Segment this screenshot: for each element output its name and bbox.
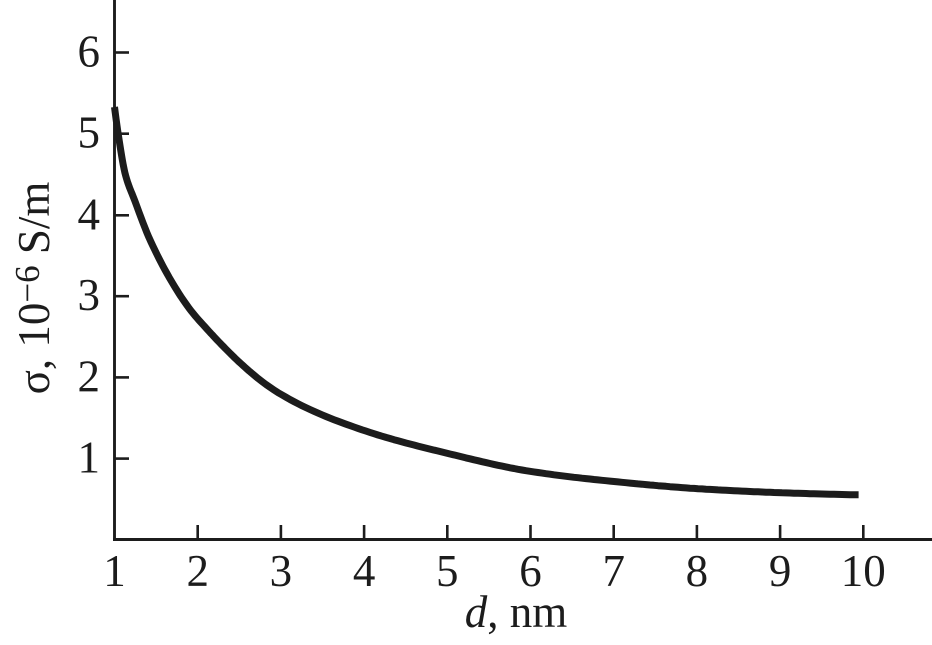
svg-text:1: 1 xyxy=(103,546,126,596)
svg-text:2: 2 xyxy=(186,546,209,596)
svg-text:6: 6 xyxy=(78,27,101,77)
svg-text:6: 6 xyxy=(519,546,542,596)
svg-text:4: 4 xyxy=(353,546,376,596)
svg-text:1: 1 xyxy=(78,433,101,483)
svg-text:5: 5 xyxy=(436,546,459,596)
svg-text:10: 10 xyxy=(841,546,886,596)
svg-text:8: 8 xyxy=(686,546,709,596)
svg-text:7: 7 xyxy=(602,546,625,596)
svg-text:2: 2 xyxy=(78,351,101,401)
svg-text:3: 3 xyxy=(270,546,293,596)
svg-text:4: 4 xyxy=(78,189,101,239)
svg-text:5: 5 xyxy=(78,108,101,158)
svg-text:9: 9 xyxy=(769,546,792,596)
svg-text:d, nm: d, nm xyxy=(465,587,568,637)
svg-text:3: 3 xyxy=(78,270,101,320)
